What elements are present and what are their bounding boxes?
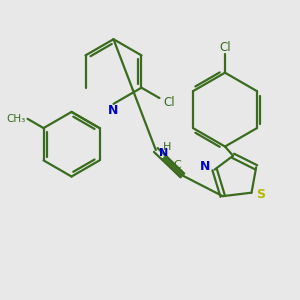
- Text: CH₃: CH₃: [6, 114, 26, 124]
- Text: C: C: [173, 160, 181, 170]
- Text: Cl: Cl: [163, 96, 175, 109]
- Text: H: H: [163, 142, 172, 152]
- Text: N: N: [108, 104, 119, 117]
- Text: Cl: Cl: [219, 41, 231, 54]
- Text: N: N: [200, 160, 211, 173]
- Text: S: S: [256, 188, 265, 202]
- Text: N: N: [159, 148, 168, 158]
